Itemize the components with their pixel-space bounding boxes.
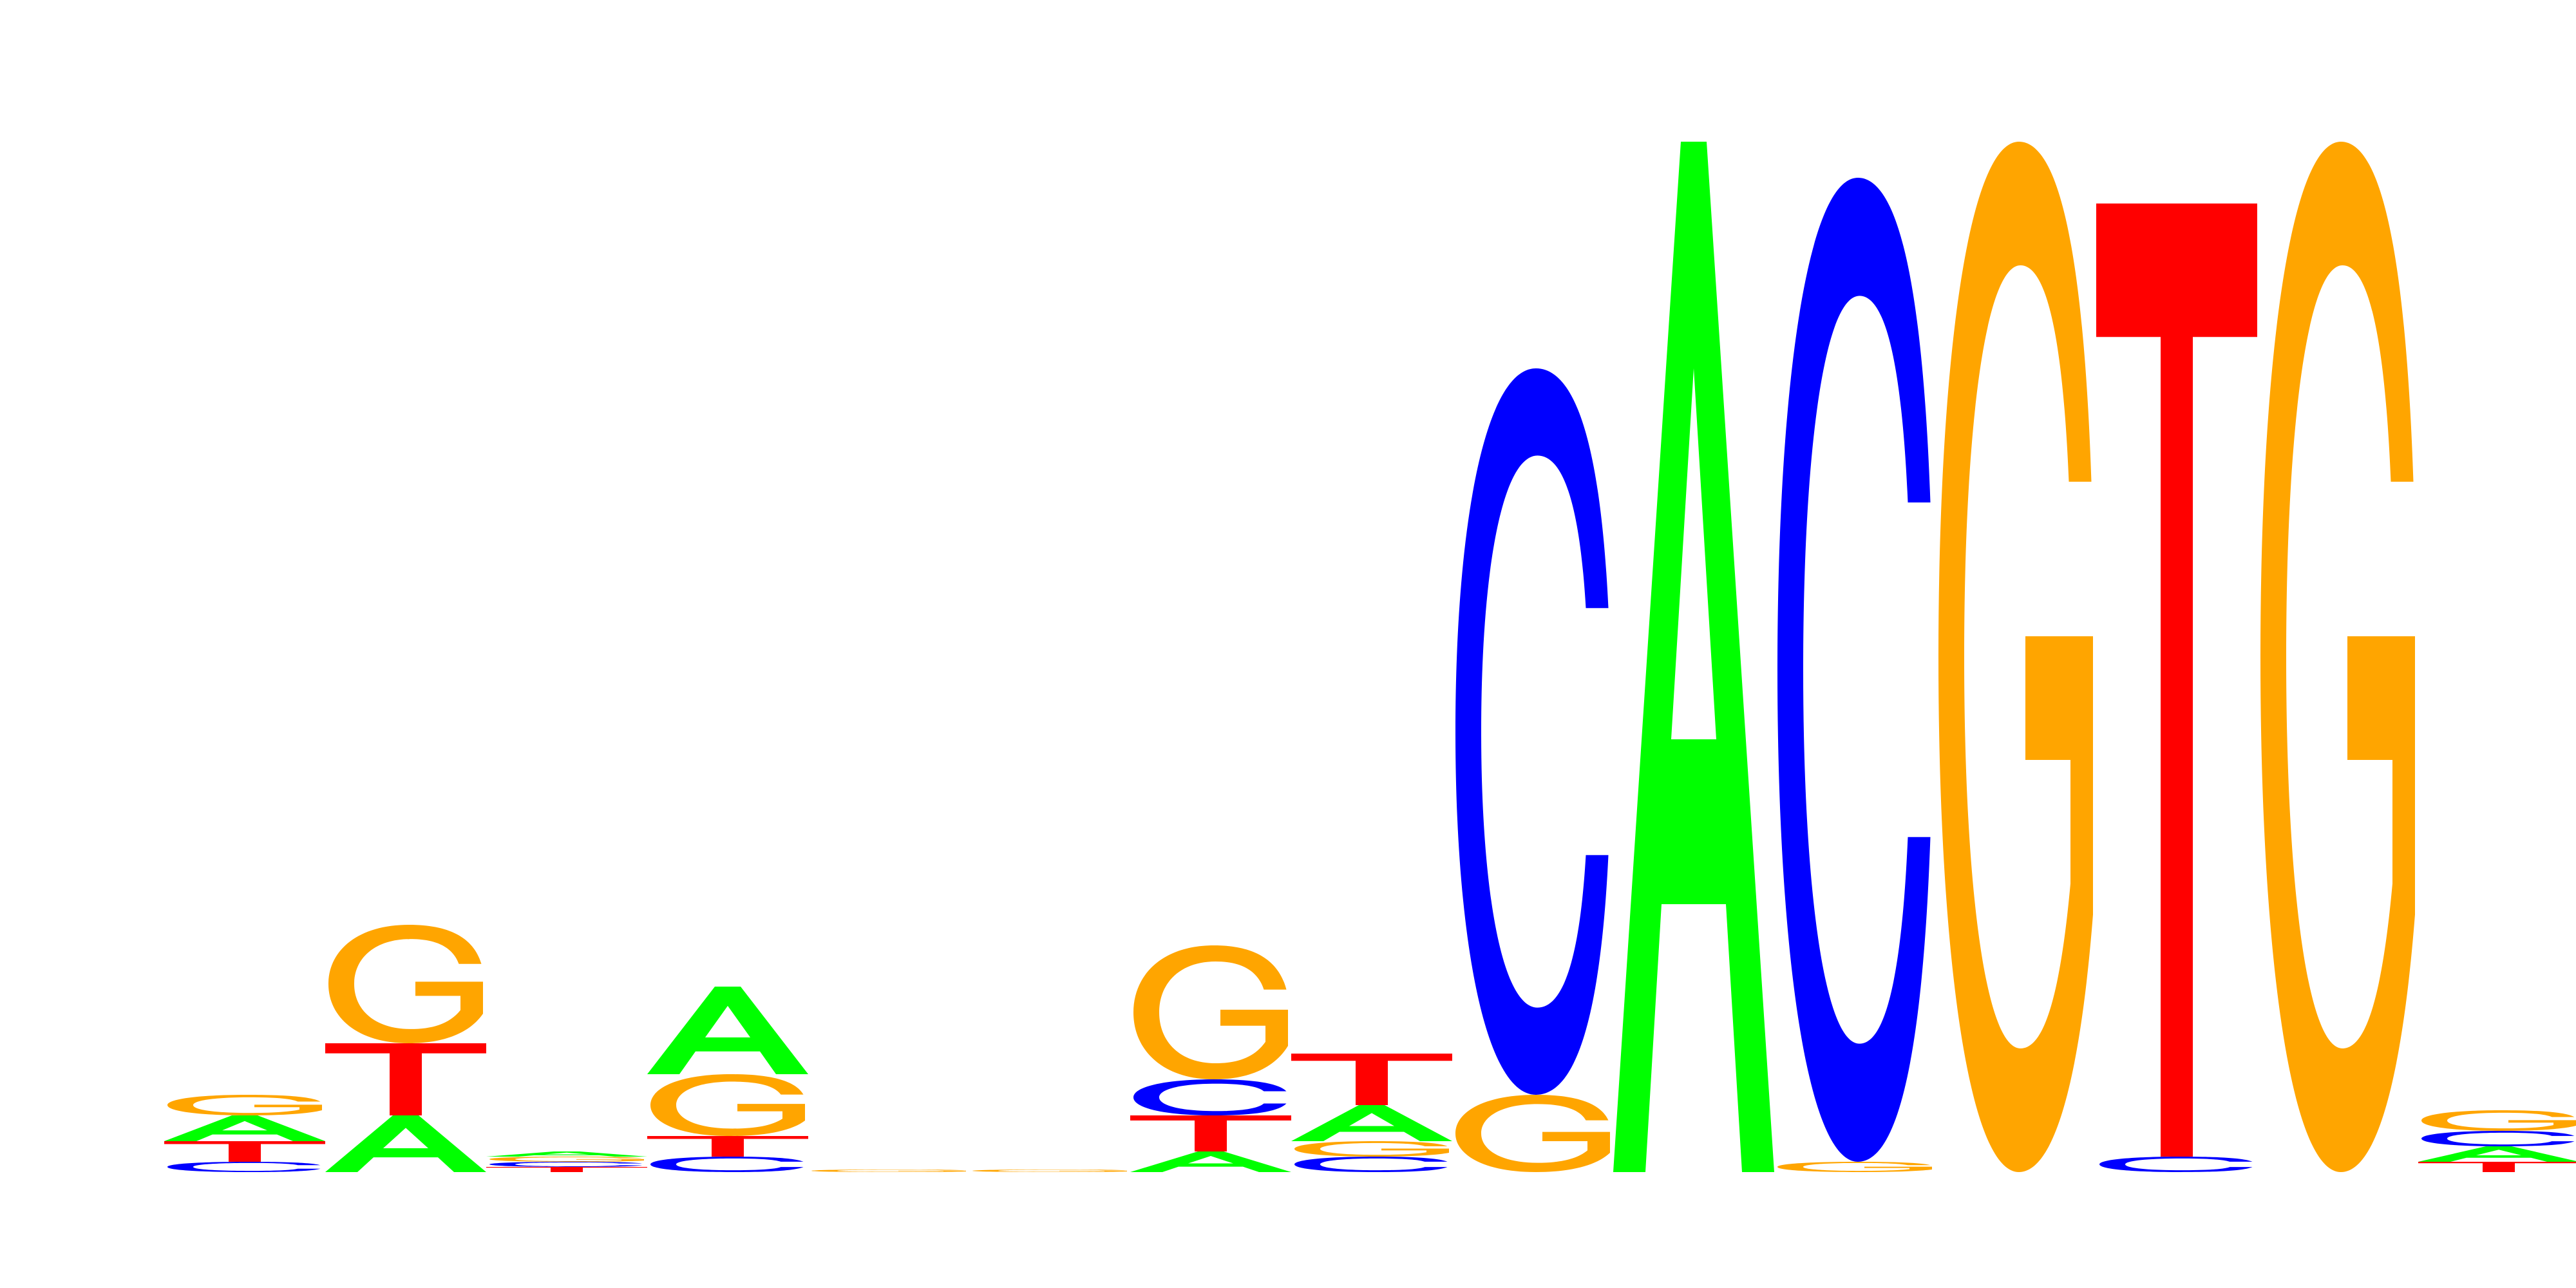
letter-A-pos-4 [647, 987, 808, 1074]
letter-G-pos-2 [328, 925, 483, 1043]
logo-column-9 [1455, 368, 1610, 1172]
letter-A-pos-1 [164, 1115, 325, 1141]
logo-column-1 [164, 1095, 325, 1172]
logo-column-12 [1938, 142, 2093, 1172]
letter-G-pos-11 [1777, 1162, 1932, 1172]
letter-T-pos-1 [164, 1141, 325, 1162]
letter-stacks [164, 142, 2576, 1172]
logo-column-5 [811, 1170, 966, 1172]
letter-G-pos-12 [1938, 142, 2093, 1172]
letter-G-pos-8 [1294, 1141, 1449, 1157]
letter-G-pos-7 [1133, 945, 1288, 1079]
letter-G-pos-4 [650, 1074, 805, 1136]
letter-G-pos-1 [167, 1095, 322, 1115]
letter-T-pos-8 [1291, 1054, 1452, 1105]
logo-column-8 [1291, 1054, 1452, 1172]
letter-T-pos-4 [647, 1136, 808, 1157]
logo-column-10 [1613, 142, 1774, 1172]
logo-column-4 [647, 987, 808, 1172]
letter-T-pos-2 [325, 1043, 486, 1115]
letter-A-pos-3 [486, 1151, 647, 1157]
letter-A-pos-8 [1291, 1105, 1452, 1141]
letter-T-pos-7 [1130, 1115, 1291, 1151]
letter-G-pos-9 [1455, 1095, 1610, 1172]
letter-A-pos-7 [1130, 1151, 1291, 1172]
letter-A-pos-2 [325, 1115, 486, 1172]
logo-column-6 [972, 1170, 1127, 1172]
logo-column-14 [2260, 142, 2415, 1172]
logo-column-13 [2096, 204, 2257, 1172]
letter-T-pos-3 [486, 1167, 647, 1172]
letter-G-pos-14 [2260, 142, 2415, 1172]
letter-G-pos-6 [972, 1170, 1127, 1172]
logo-column-15 [2418, 1110, 2576, 1172]
letter-A-pos-10 [1613, 142, 1774, 1172]
letter-A-pos-15 [2418, 1146, 2576, 1162]
letter-G-pos-5 [811, 1170, 966, 1172]
logo-column-2 [325, 925, 486, 1172]
letter-T-pos-15 [2418, 1162, 2576, 1172]
letter-G-pos-15 [2421, 1110, 2576, 1131]
letter-T-pos-13 [2096, 204, 2257, 1157]
logo-column-11 [1777, 178, 1932, 1172]
logo-column-7 [1130, 945, 1291, 1172]
letter-G-pos-3 [489, 1157, 644, 1162]
logo-column-3 [486, 1151, 647, 1172]
